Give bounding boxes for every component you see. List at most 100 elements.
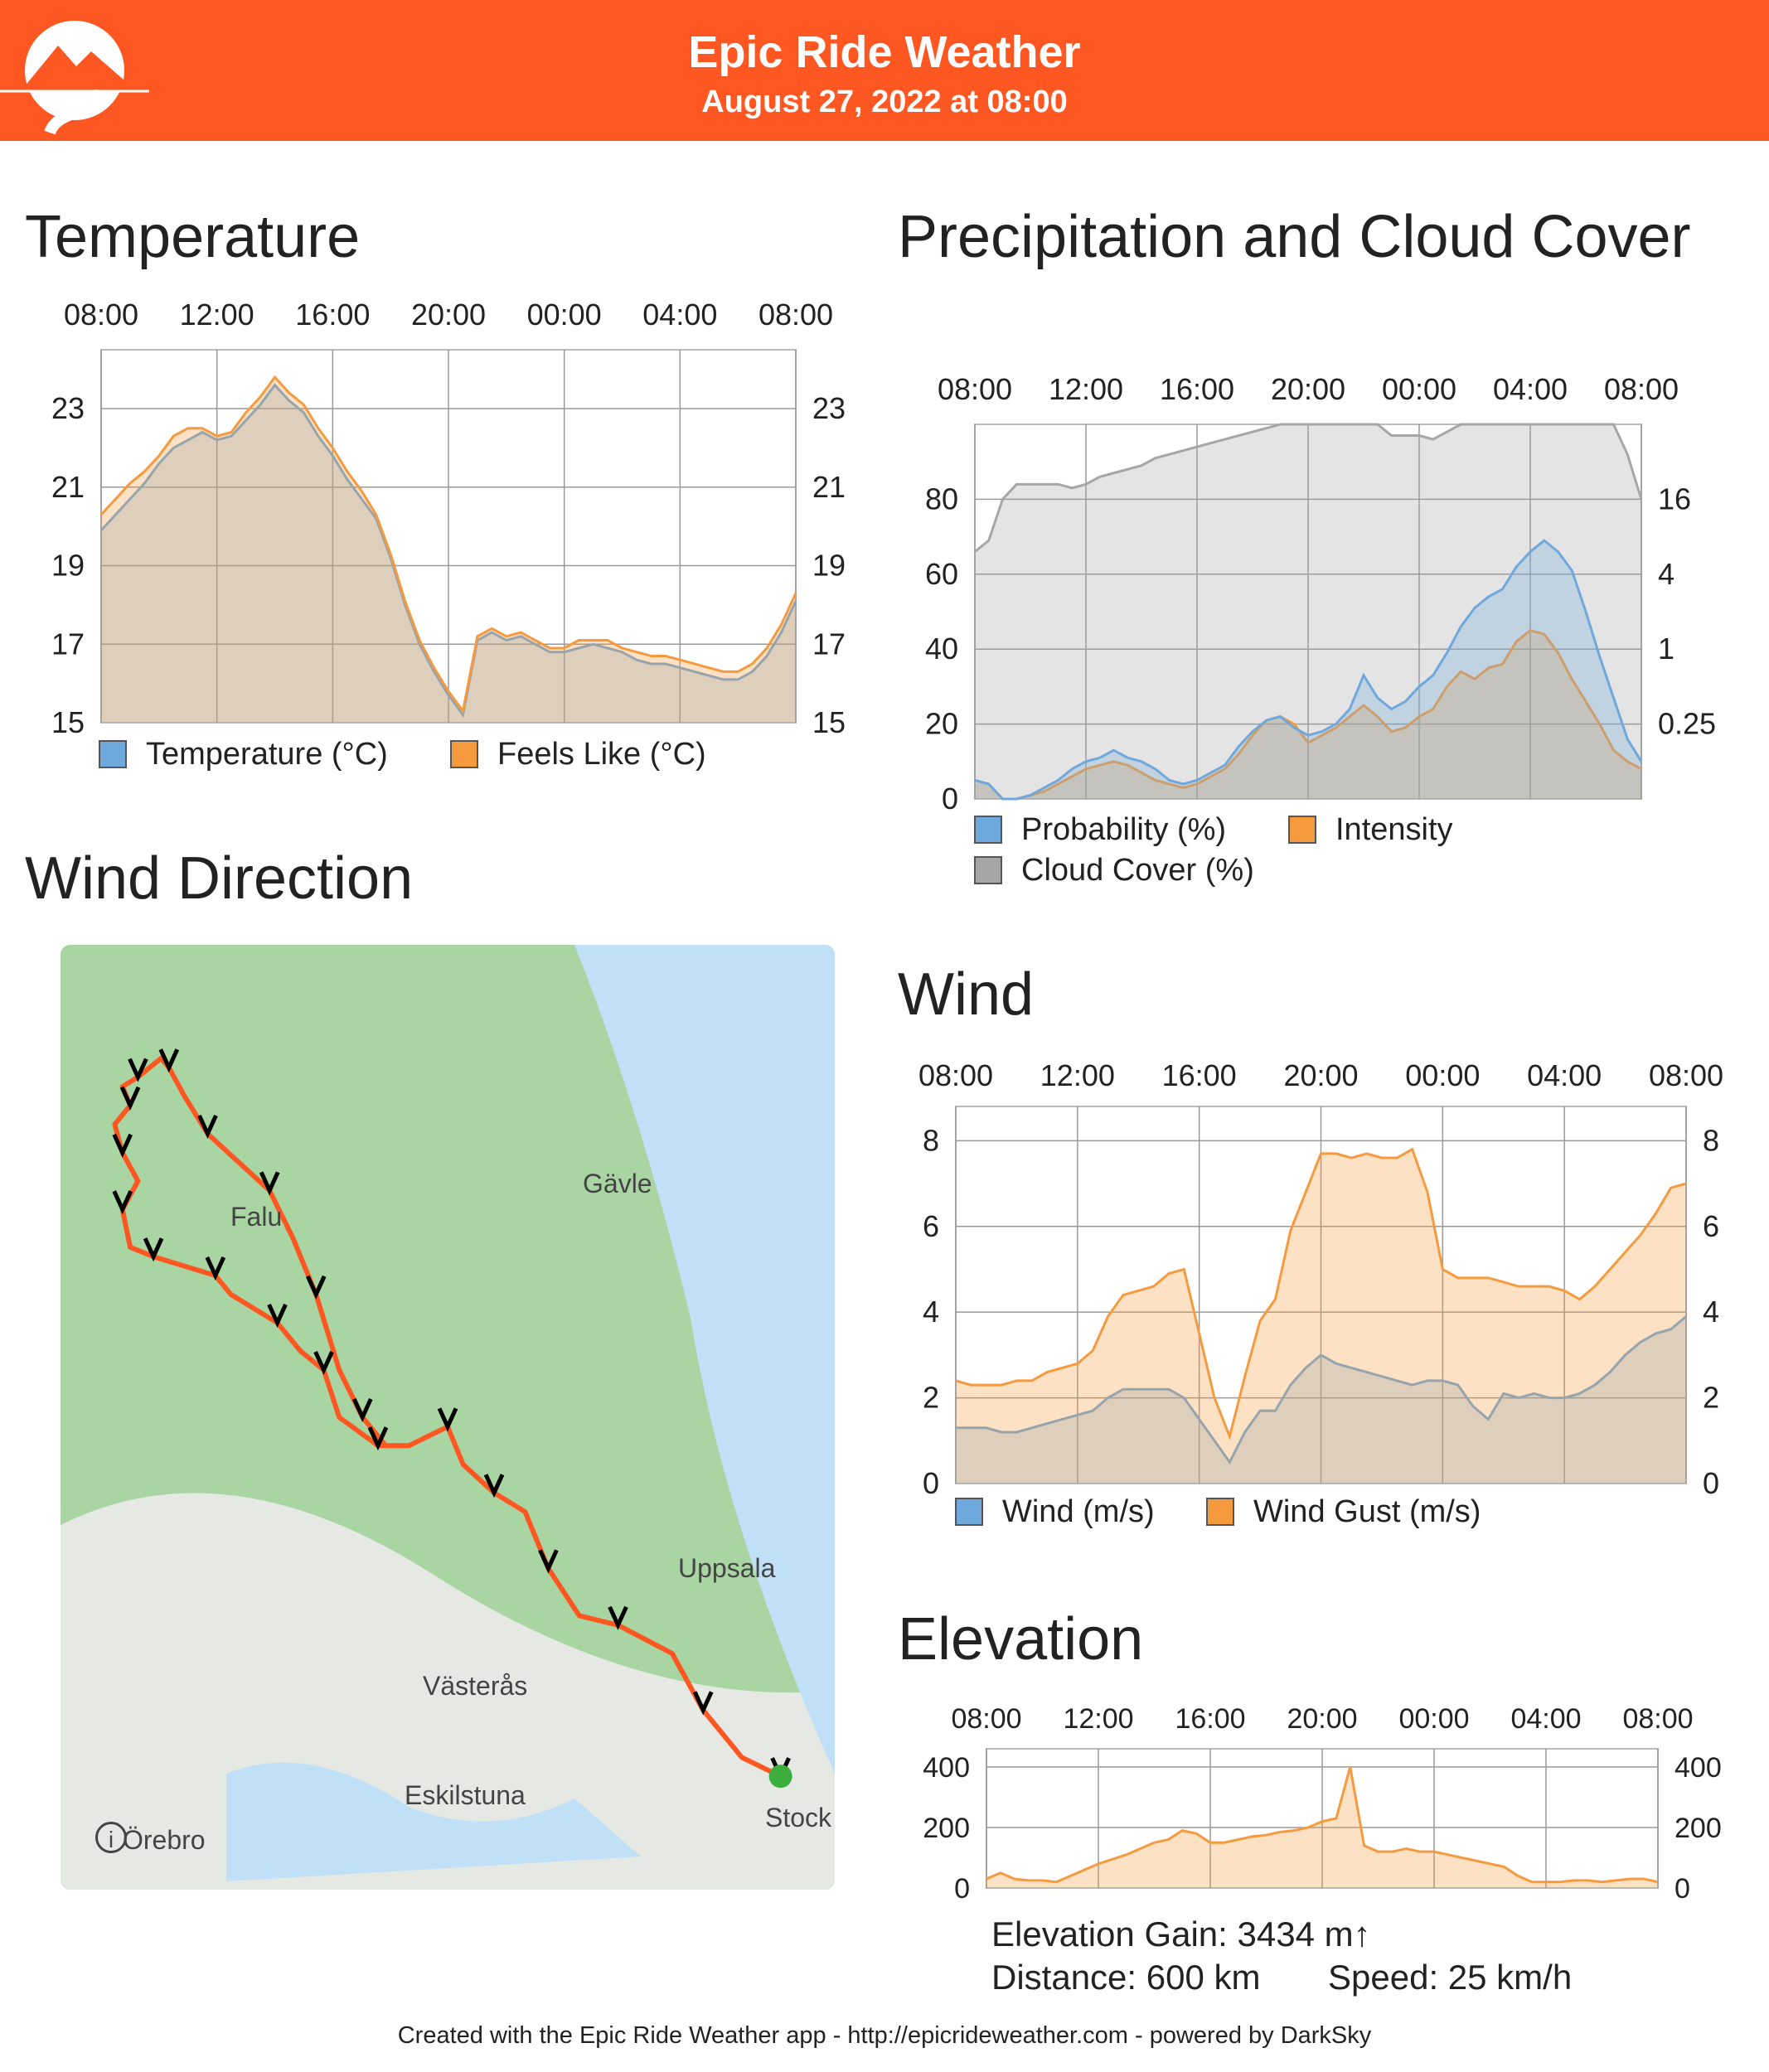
y-tick-label-left: 23 [51,391,85,425]
x-tick-label: 08:00 [951,1703,1021,1735]
y-tick-label-right: 4 [1703,1295,1719,1329]
map-label-stockholm: Stock [765,1803,832,1832]
temperature-title: Temperature [25,204,361,270]
series-area [101,377,796,723]
y-tick-label-right: 0.25 [1658,707,1716,741]
x-tick-label: 20:00 [411,298,486,332]
series-line [956,1315,1687,1465]
series-area [975,540,1641,799]
app-header: Epic Ride Weather August 27, 2022 at 08:… [0,0,1769,141]
y-tick-label-right: 200 [1674,1813,1722,1844]
x-tick-label: 08:00 [64,298,138,332]
y-tick-label-right: 0 [1674,1873,1690,1905]
y-tick-label-left: 6 [923,1209,939,1243]
series-area [956,1316,1686,1484]
x-tick-label: 08:00 [758,298,833,332]
y-tick-label-left: 20 [925,707,958,741]
elevation-title: Elevation [898,1606,1144,1673]
precipitation-chart: 08:00 12:00 16:00 20:00 00:00 04:00 08:00 80 60 4… [925,372,1716,888]
y-tick-label-left: 8 [923,1123,939,1157]
legend-swatch [974,856,1002,884]
legend-swatch [1288,816,1316,844]
series-line [974,628,1642,801]
app-logo-icon [0,21,149,136]
y-tick-label-right: 4 [1658,557,1674,591]
x-tick-label: 08:00 [938,372,1012,406]
wind-arrow-icon [197,1114,218,1140]
wind-arrow-icon [112,1133,133,1158]
x-tick-label: 12:00 [1049,372,1123,406]
x-tick-label: 12:00 [1040,1058,1115,1092]
x-tick-label: 20:00 [1287,1703,1357,1735]
legend-label: Wind (m/s) [1002,1494,1155,1529]
speed-value: Speed: 25 km/h [1328,1958,1573,1997]
legend-swatch [974,816,1002,844]
legend-label: Intensity [1335,812,1453,847]
y-tick-label-right: 1 [1658,632,1674,666]
wind-arrow-icon [608,1605,628,1630]
y-tick-label-right: 400 [1674,1752,1722,1784]
wind-arrow-icon [143,1237,164,1262]
x-tick-label: 00:00 [1405,1058,1480,1092]
y-tick-label-right: 21 [812,470,846,504]
forecast-date: August 27, 2022 at 08:00 [701,85,1068,119]
x-tick-label: 12:00 [1063,1703,1133,1735]
y-tick-label-right: 23 [812,391,846,425]
legend-label: Wind Gust (m/s) [1253,1494,1481,1529]
elevation-gain: Elevation Gain: 3434 m↑ [991,1915,1371,1953]
map-label-gavle: Gävle [583,1169,652,1198]
x-tick-label: 04:00 [1527,1058,1602,1092]
x-tick-label: 12:00 [180,298,254,332]
footer-credit: Created with the Epic Ride Weather app -… [397,2022,1372,2049]
legend-label: Feels Like (°C) [497,737,706,772]
y-tick-label-right: 17 [812,627,846,661]
map-canvas[interactable] [61,945,835,1890]
legend-label: Temperature (°C) [146,737,388,772]
elevation-chart: 08:00 12:00 16:00 20:00 00:00 04:00 08:00 400 20… [923,1703,1722,1905]
x-tick-label: 04:00 [642,298,717,332]
x-tick-label: 20:00 [1283,1058,1358,1092]
wind-chart: 08:00 12:00 16:00 20:00 00:00 04:00 08:00 8 6 4 2 0… [918,1058,1723,1529]
x-tick-label: 20:00 [1271,372,1345,406]
legend-swatch [99,740,127,768]
series-area [101,385,796,723]
series-line [974,423,1643,553]
y-tick-label-right: 2 [1703,1381,1719,1415]
start-marker-icon [768,1765,792,1789]
y-tick-label-left: 400 [923,1752,970,1784]
y-tick-label-right: 15 [812,705,846,739]
precipitation-title: Precipitation and Cloud Cover [898,204,1691,270]
x-tick-label: 00:00 [527,298,602,332]
map-label-orebro: Örebro [123,1825,206,1855]
y-tick-label-left: 0 [954,1873,970,1905]
wind-arrow-icon [305,1275,327,1300]
legend-label: Probability (%) [1021,812,1226,847]
y-tick-label-right: 0 [1703,1466,1719,1500]
x-tick-label: 04:00 [1493,372,1568,406]
wind-arrow-icon [538,1549,559,1574]
x-tick-label: 16:00 [1160,372,1234,406]
series-area [975,424,1641,799]
x-tick-label: 00:00 [1382,372,1456,406]
wind-arrow-icon [205,1256,226,1281]
series-area [986,1766,1658,1888]
y-tick-label-left: 60 [925,557,958,591]
wind-direction-map[interactable]: Gävle Falu Uppsala Västerås Eskilstuna Ö… [61,945,835,1890]
y-tick-label-left: 200 [923,1813,970,1844]
map-info-icon[interactable]: i [95,1822,127,1853]
y-tick-label-left: 19 [51,549,85,583]
wind-arrow-icon [112,1190,133,1215]
legend-swatch [1206,1498,1234,1526]
wind-arrow-icon [351,1397,373,1423]
series-line [99,375,797,714]
wind-arrow-icon [313,1350,334,1376]
y-tick-label-left: 4 [923,1295,939,1329]
y-tick-label-right: 8 [1703,1123,1719,1157]
series-area [956,1149,1686,1484]
wind-direction-title: Wind Direction [25,845,414,912]
y-tick-label-left: 15 [51,705,85,739]
wind-arrow-icon [119,1086,141,1111]
wind-arrow-icon [367,1426,389,1451]
wind-arrow-icon [158,1048,180,1073]
x-tick-label: 08:00 [1604,372,1679,406]
